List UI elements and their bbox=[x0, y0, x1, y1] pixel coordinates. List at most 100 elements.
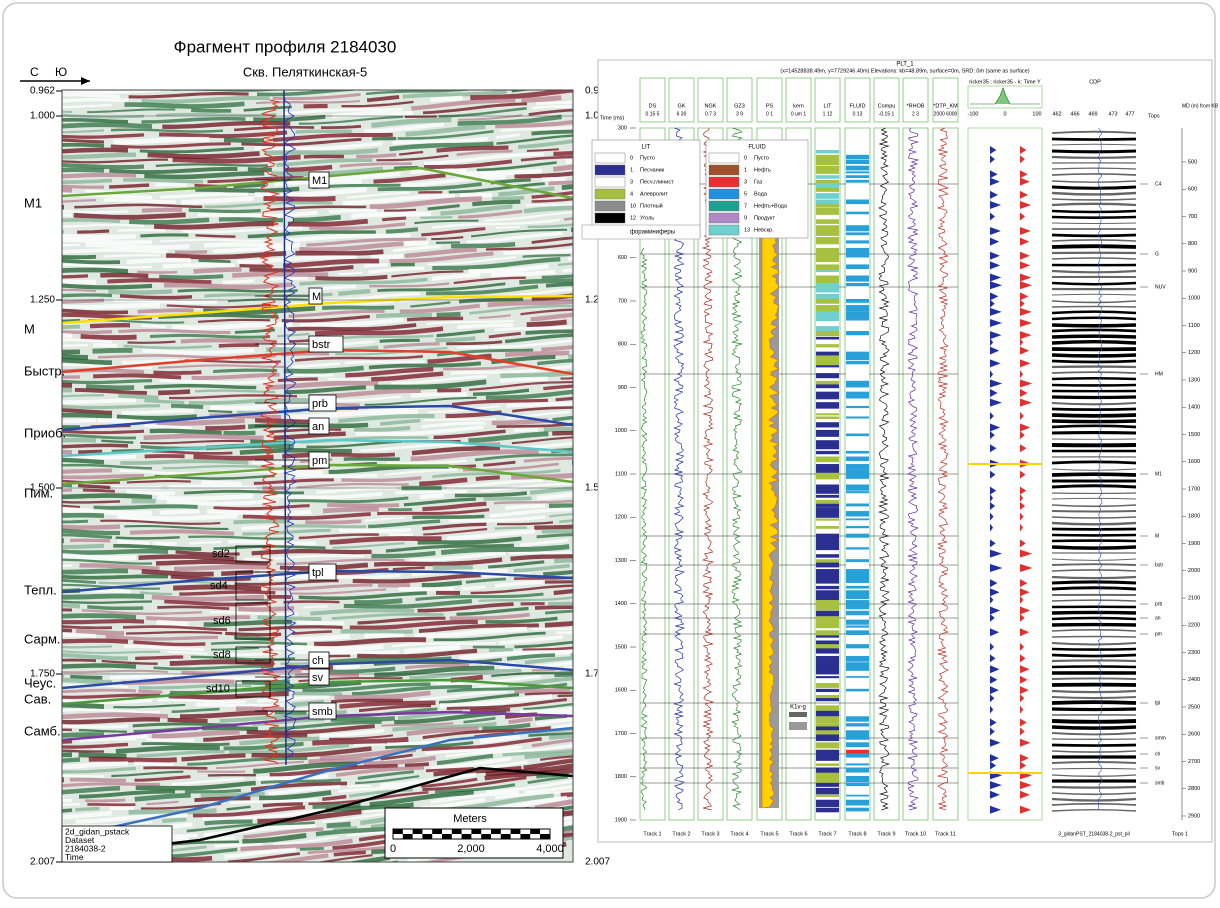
seismic-event bbox=[142, 571, 214, 574]
scale-cell bbox=[491, 829, 501, 834]
fluid-band bbox=[846, 446, 869, 449]
seismic-event bbox=[127, 492, 175, 493]
seismic-event bbox=[86, 387, 134, 388]
synthetic-tick: 0 bbox=[1003, 111, 1006, 117]
seismic-event bbox=[339, 530, 411, 531]
fluid-band bbox=[846, 305, 869, 311]
seismic-event bbox=[505, 353, 569, 355]
lit-band bbox=[816, 716, 839, 723]
seismic-event bbox=[158, 496, 254, 498]
seismic-event bbox=[380, 340, 420, 341]
seismic-event bbox=[407, 318, 463, 319]
fluid-band bbox=[846, 683, 869, 687]
legend-code: 0 bbox=[744, 155, 747, 161]
fluid-band bbox=[846, 620, 869, 625]
fluid-band bbox=[846, 430, 869, 433]
seismic-event bbox=[304, 606, 328, 607]
fluid-band bbox=[846, 344, 869, 347]
seismic-event bbox=[160, 512, 200, 513]
legend-label: Уголь bbox=[640, 215, 654, 221]
fluid-band bbox=[846, 150, 869, 153]
seismic-event bbox=[321, 126, 361, 127]
lit-band bbox=[816, 331, 839, 336]
track-range: -0.15 1 bbox=[879, 111, 895, 117]
lit-band bbox=[816, 395, 839, 399]
seismic-event bbox=[484, 498, 532, 499]
seismic-event bbox=[159, 276, 223, 277]
lit-band bbox=[816, 318, 839, 321]
md-tick-label: 1700 bbox=[1188, 486, 1200, 492]
legend-code: 1 bbox=[630, 167, 633, 173]
seismic-event bbox=[140, 593, 172, 595]
time-tick-label: 1.000 bbox=[30, 111, 55, 122]
seismic-event bbox=[208, 411, 232, 412]
seismic-event bbox=[85, 800, 125, 801]
seismic-event bbox=[144, 386, 256, 388]
fluid-band bbox=[846, 788, 869, 793]
fluid-band bbox=[846, 416, 869, 418]
formation-label: Самб. bbox=[24, 723, 61, 738]
fluid-band bbox=[846, 604, 869, 609]
formation-label: Чеус. bbox=[24, 675, 56, 690]
fluid-band bbox=[846, 689, 869, 692]
fluid-band bbox=[846, 808, 869, 812]
seismic-event bbox=[70, 780, 126, 781]
cdp-event bbox=[1052, 330, 1136, 331]
seismic-event bbox=[523, 255, 571, 257]
cdp-event bbox=[1052, 139, 1136, 140]
seismic-event bbox=[431, 98, 463, 100]
scale-cell bbox=[403, 834, 413, 839]
seismic-event bbox=[322, 307, 394, 308]
seismic-event bbox=[205, 427, 245, 428]
seismic-event bbox=[296, 622, 344, 623]
track-name: GZ3 bbox=[734, 103, 745, 109]
top-label: ch bbox=[1155, 751, 1161, 757]
cdp-event bbox=[1052, 787, 1136, 788]
md-tick-label: 1800 bbox=[1188, 514, 1200, 520]
lit-band bbox=[816, 526, 839, 529]
lit-band bbox=[816, 457, 839, 463]
seismic-event bbox=[116, 537, 180, 538]
fluid-band bbox=[846, 464, 869, 470]
track-name: NGK bbox=[705, 103, 717, 109]
fluid-band bbox=[846, 559, 869, 562]
seismic-event bbox=[341, 631, 413, 632]
horizon-label: smb bbox=[312, 706, 333, 718]
lit-band bbox=[816, 776, 839, 784]
cdp-tick: 466 bbox=[1070, 111, 1079, 117]
fluid-band bbox=[846, 526, 869, 528]
cdp-event bbox=[1052, 655, 1136, 656]
cdp-event bbox=[1052, 318, 1136, 319]
legend-swatch bbox=[595, 213, 625, 223]
seismic-event bbox=[266, 150, 378, 153]
lit-band bbox=[816, 656, 839, 663]
seismic-event bbox=[437, 314, 461, 315]
formation-label: M bbox=[24, 321, 35, 336]
direction-label: Ю bbox=[55, 65, 67, 79]
fluid-band bbox=[846, 171, 869, 173]
seismic-event bbox=[168, 720, 208, 721]
lit-band bbox=[816, 430, 839, 434]
seismic-event bbox=[405, 764, 429, 766]
fluid-band bbox=[846, 264, 869, 269]
lit-band bbox=[816, 204, 839, 207]
track-footer: Track 9 bbox=[877, 831, 895, 837]
seismic-event bbox=[113, 139, 209, 142]
cdp-event bbox=[1052, 342, 1136, 343]
legend-label: Нефть+Вода bbox=[754, 203, 788, 209]
seismic-event bbox=[179, 592, 275, 594]
md-tick-label: 2700 bbox=[1188, 759, 1200, 765]
seismic-event bbox=[405, 243, 429, 244]
seismic-event bbox=[505, 506, 545, 508]
cdp-event bbox=[1052, 697, 1136, 698]
fluid-band bbox=[846, 734, 869, 739]
seismic-event bbox=[532, 670, 556, 671]
seismic-event bbox=[514, 430, 538, 431]
seismic-event bbox=[411, 394, 467, 396]
md-tick-label: 500 bbox=[1188, 159, 1197, 165]
time-tick-label: 1200 bbox=[615, 515, 627, 521]
lit-band bbox=[816, 625, 839, 628]
legend-label: Пусто bbox=[640, 155, 655, 161]
annotation: фораминиферы bbox=[630, 230, 675, 236]
